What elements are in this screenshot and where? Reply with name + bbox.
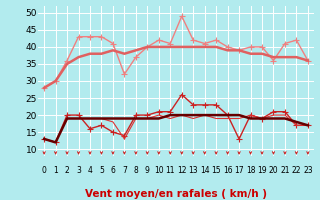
- X-axis label: Vent moyen/en rafales ( km/h ): Vent moyen/en rafales ( km/h ): [85, 189, 267, 199]
